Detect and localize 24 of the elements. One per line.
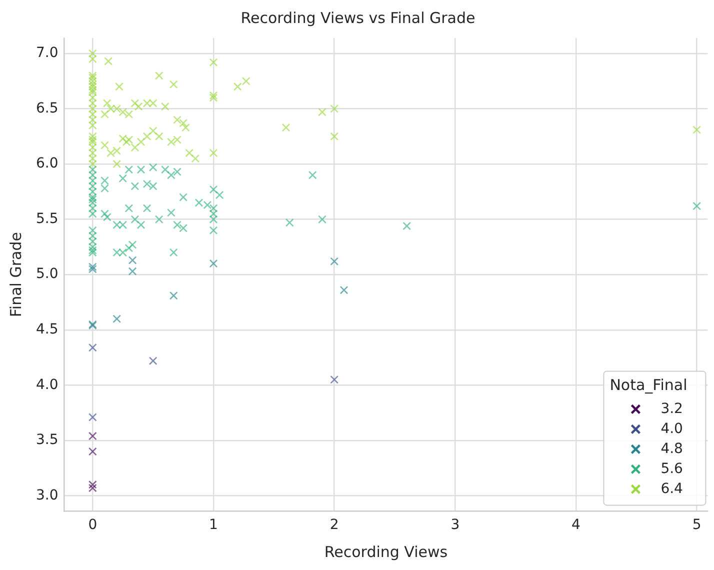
legend-label: 5.6 [660,460,684,477]
y-tick-label: 5.5 [36,210,58,227]
legend-label: 4.8 [660,440,683,457]
y-tick-label: 5.0 [36,266,58,282]
legend-title: Nota_Final [610,376,688,394]
x-tick-label: 4 [572,517,581,534]
x-axis-title: Recording Views [324,542,448,561]
y-tick-label: 3.5 [36,432,58,448]
legend-label: 3.2 [660,400,683,417]
y-axis-title: Final Grade [6,232,25,318]
x-tick-label: 1 [209,517,218,534]
x-tick-label: 5 [692,517,702,534]
x-tick-label: 0 [88,517,98,534]
y-tick-label: 4.5 [36,322,58,338]
y-tick-label: 7.0 [36,45,58,62]
x-tick-label: 3 [450,517,460,534]
x-tick-label: 2 [330,517,339,534]
y-tick-label: 3.0 [36,487,58,504]
legend-label: 6.4 [660,480,684,497]
y-tick-label: 6.0 [36,156,58,172]
legend-label: 4.0 [660,420,683,437]
chart-title: Recording Views vs Final Grade [240,8,476,27]
y-tick-label: 4.0 [36,376,58,393]
y-tick-label: 6.5 [36,100,58,116]
